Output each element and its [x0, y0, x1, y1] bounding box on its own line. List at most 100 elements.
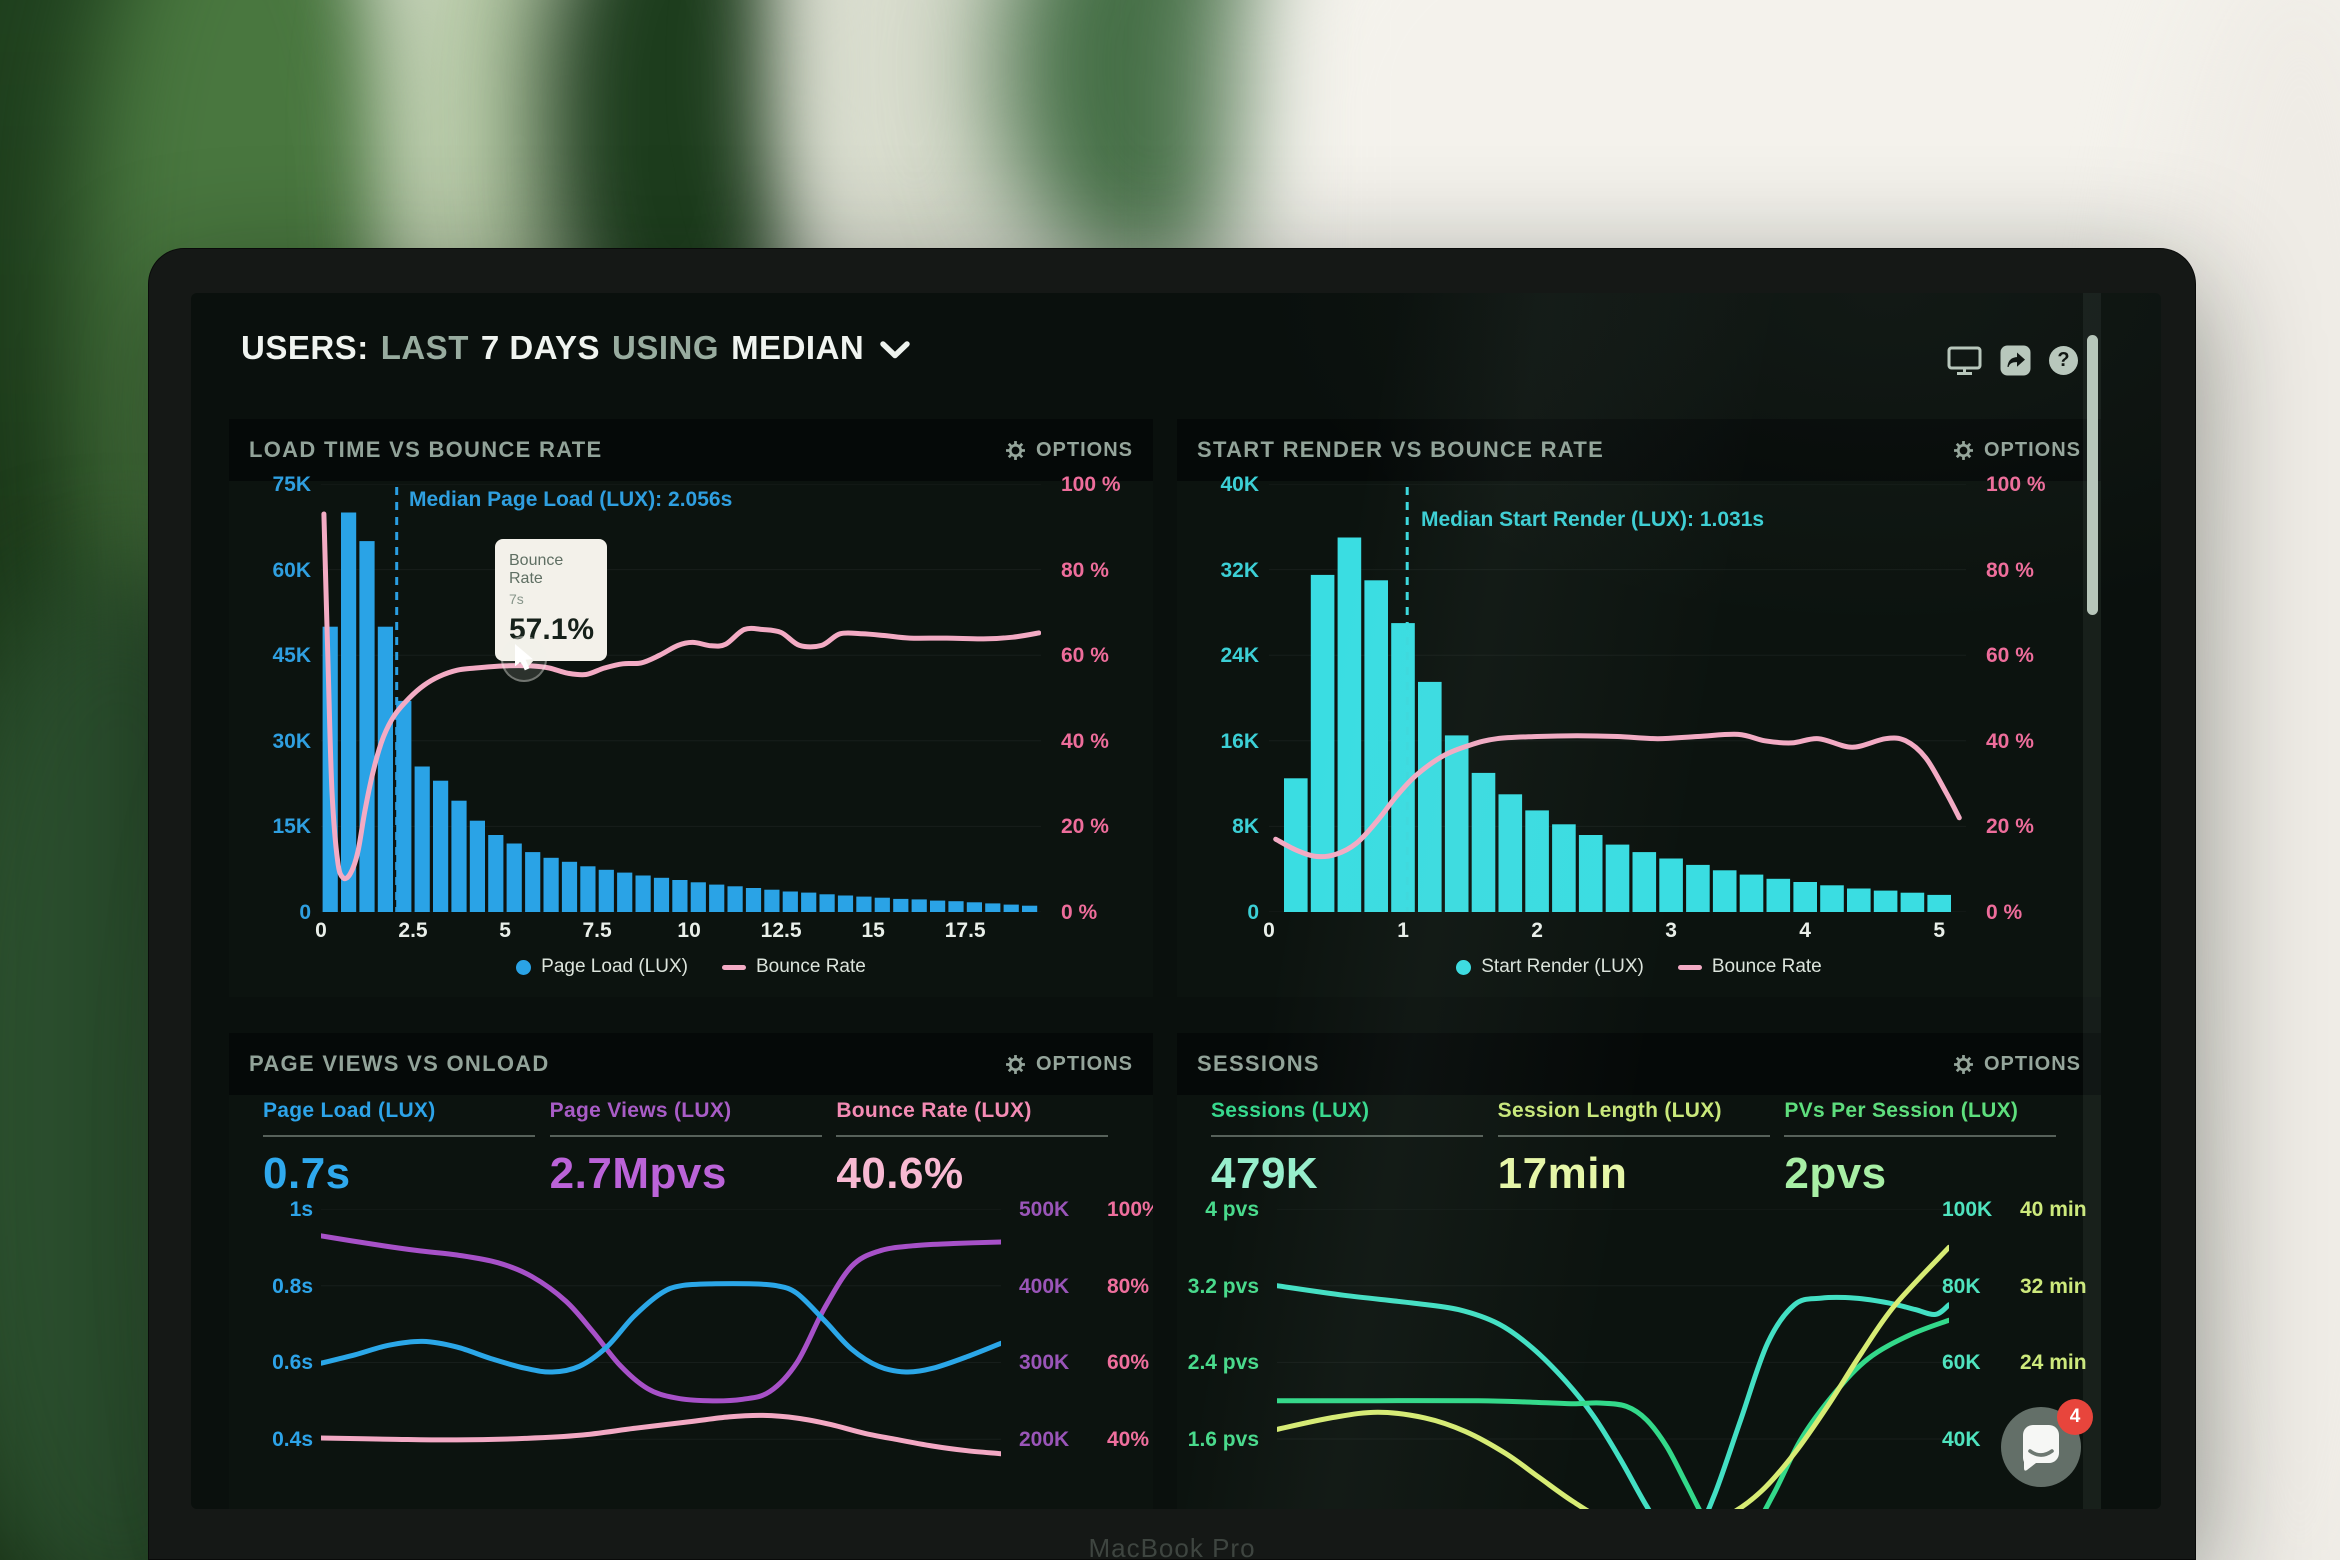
line-series[interactable] — [1273, 731, 1962, 860]
metric-pvs-per-session[interactable]: PVs Per Session (LUX) 2pvs — [1784, 1099, 2071, 1199]
bar[interactable] — [543, 857, 559, 912]
bar[interactable] — [1873, 890, 1898, 912]
bar[interactable] — [1820, 885, 1844, 912]
line-series[interactable] — [321, 1412, 1001, 1457]
bar[interactable] — [635, 875, 651, 913]
bar[interactable] — [653, 877, 670, 912]
bar[interactable] — [1364, 580, 1388, 912]
bar[interactable] — [341, 512, 357, 913]
bar[interactable] — [985, 903, 1001, 912]
y-axis-tick: 1.6 pvs — [1187, 1428, 1259, 1452]
tooltip-x-value: 7s — [509, 591, 524, 607]
bar[interactable] — [1739, 874, 1764, 912]
bar[interactable] — [525, 852, 541, 912]
gear-icon — [1006, 440, 1025, 460]
options-button[interactable]: OPTIONS — [1005, 1053, 1133, 1076]
legend-item[interactable]: Bounce Rate — [721, 956, 866, 978]
scrollbar-thumb[interactable] — [2087, 335, 2098, 615]
bar[interactable] — [1284, 778, 1308, 912]
bar[interactable] — [948, 901, 964, 912]
bar[interactable] — [911, 899, 927, 912]
options-label: OPTIONS — [1035, 438, 1133, 461]
bar[interactable] — [1471, 772, 1496, 912]
y-axis-tick: 16K — [1220, 729, 1259, 753]
page-title[interactable]: USERS: LAST 7 DAYS USING MEDIAN — [241, 329, 910, 367]
bar[interactable] — [377, 626, 393, 912]
bar[interactable] — [1310, 574, 1335, 912]
metric-page-load[interactable]: Page Load (LUX) 0.7s — [263, 1099, 550, 1199]
display-icon[interactable] — [1947, 345, 1982, 376]
bar[interactable] — [782, 891, 798, 913]
help-icon[interactable]: ? — [2049, 346, 2078, 375]
bar[interactable] — [414, 766, 430, 913]
bar[interactable] — [396, 700, 412, 912]
options-button[interactable]: OPTIONS — [1953, 439, 2081, 462]
start-render-chart[interactable] — [1269, 484, 1966, 912]
bar[interactable] — [1444, 735, 1469, 912]
bar[interactable] — [874, 897, 890, 912]
bar[interactable] — [709, 884, 725, 912]
bar[interactable] — [727, 886, 743, 912]
metric-bounce-rate[interactable]: Bounce Rate (LUX) 40.6% — [836, 1099, 1123, 1199]
line-series[interactable] — [1277, 1283, 1949, 1509]
bar[interactable] — [1927, 894, 1951, 912]
bar[interactable] — [580, 866, 596, 912]
sessions-chart[interactable] — [1277, 1209, 1949, 1509]
bar[interactable] — [1552, 824, 1576, 912]
bar[interactable] — [433, 780, 449, 912]
bar[interactable] — [1793, 882, 1817, 912]
metric-sessions[interactable]: Sessions (LUX) 479K — [1211, 1099, 1498, 1199]
bar[interactable] — [1337, 537, 1362, 913]
bar[interactable] — [1003, 904, 1019, 912]
bar[interactable] — [506, 843, 522, 913]
bar[interactable] — [764, 889, 780, 912]
bar[interactable] — [1605, 844, 1630, 912]
bar[interactable] — [837, 895, 854, 913]
bar[interactable] — [966, 902, 982, 912]
legend-item[interactable]: Start Render (LUX) — [1456, 956, 1644, 978]
bar[interactable] — [1418, 681, 1442, 912]
options-button[interactable]: OPTIONS — [1005, 439, 1133, 462]
line-series[interactable] — [321, 1233, 1001, 1404]
bar[interactable] — [359, 541, 375, 912]
chat-launcher[interactable]: 4 — [2001, 1399, 2093, 1487]
bar[interactable] — [1391, 623, 1415, 912]
bar[interactable] — [1632, 852, 1657, 912]
bar[interactable] — [801, 892, 817, 912]
legend-item[interactable]: Bounce Rate — [1677, 956, 1822, 978]
line-series[interactable] — [321, 1281, 1001, 1375]
bar[interactable] — [672, 880, 688, 912]
share-icon[interactable] — [2000, 345, 2031, 376]
bar[interactable] — [469, 820, 485, 912]
panel-start-render: START RENDER VS BOUNCE RATE OPTIONS — [1177, 419, 2101, 997]
bar[interactable] — [1686, 864, 1710, 912]
bar[interactable] — [893, 898, 909, 912]
metric-session-length[interactable]: Session Length (LUX) 17min — [1497, 1099, 1785, 1199]
bar[interactable] — [488, 835, 504, 912]
bar[interactable] — [1659, 858, 1683, 913]
bar[interactable] — [1847, 888, 1871, 913]
bar[interactable] — [1578, 835, 1603, 912]
metric-page-views[interactable]: Page Views (LUX) 2.7Mpvs — [549, 1099, 837, 1199]
bar[interactable] — [1498, 794, 1523, 912]
bar[interactable] — [1525, 810, 1549, 912]
bar[interactable] — [819, 894, 835, 912]
bar[interactable] — [1712, 870, 1737, 912]
bar[interactable] — [451, 800, 467, 912]
line-series[interactable] — [321, 511, 1041, 882]
load-time-chart[interactable] — [321, 484, 1041, 912]
bar[interactable] — [1022, 905, 1038, 912]
page-views-chart[interactable] — [321, 1209, 1001, 1509]
bar[interactable] — [598, 869, 614, 912]
bar[interactable] — [690, 882, 706, 912]
bar[interactable] — [561, 861, 578, 912]
options-button[interactable]: OPTIONS — [1953, 1053, 2081, 1076]
legend-item[interactable]: Page Load (LUX) — [516, 956, 688, 978]
bar[interactable] — [745, 888, 762, 912]
bar[interactable] — [856, 896, 872, 912]
bar[interactable] — [1900, 892, 1925, 912]
bar[interactable] — [617, 872, 633, 912]
bar[interactable] — [1766, 878, 1791, 912]
line-series[interactable] — [1277, 1244, 1949, 1509]
bar[interactable] — [930, 900, 946, 912]
